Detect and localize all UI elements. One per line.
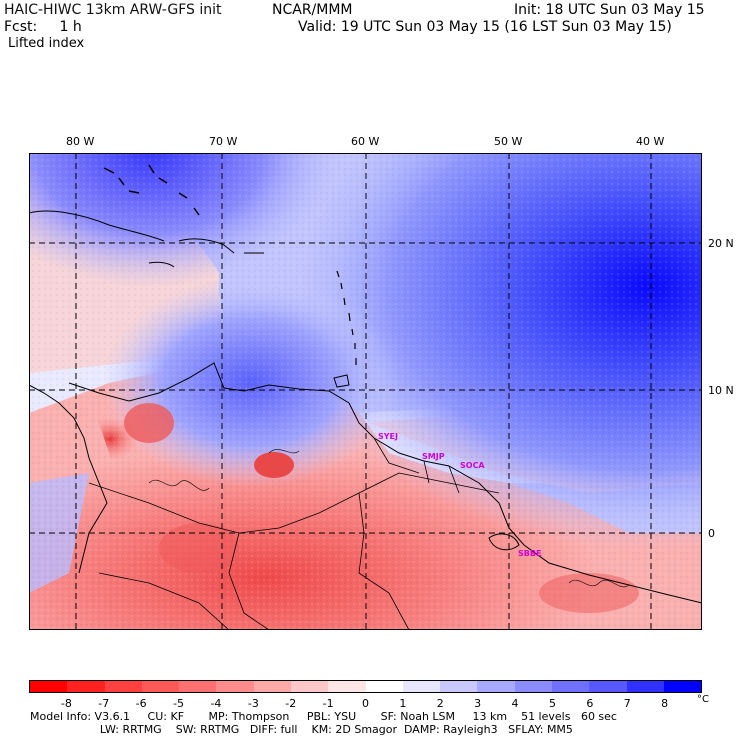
colorbar-swatch bbox=[216, 681, 254, 692]
colorbar-tick-label: 5 bbox=[548, 697, 556, 710]
colorbar-swatch bbox=[30, 681, 68, 692]
colorbar-swatch bbox=[477, 681, 515, 692]
station-label-smjp: SMJP bbox=[422, 452, 445, 461]
colorbar-tick-label: -2 bbox=[285, 697, 297, 710]
lon-label-50w: 50 W bbox=[494, 135, 523, 148]
colorbar-tick-label: 1 bbox=[399, 697, 407, 710]
colorbar-tick-label: -8 bbox=[60, 697, 72, 710]
colorbar-tick-label: -3 bbox=[247, 697, 259, 710]
model-info-line2: LW: RRTMG SW: RRTMG DIFF: full KM: 2D Sm… bbox=[30, 723, 573, 736]
model-title: HAIC-HIWC 13km ARW-GFS init bbox=[4, 2, 222, 18]
colorbar-swatch bbox=[365, 681, 403, 692]
colorbar-tick-label: -7 bbox=[98, 697, 110, 710]
lat-label-0: 0 bbox=[708, 527, 715, 540]
colorbar-tick-label: 0 bbox=[362, 697, 369, 710]
station-label-sbbe: SBBE bbox=[518, 549, 542, 558]
station-label-syej: SYEJ bbox=[378, 432, 398, 441]
colorbar bbox=[29, 680, 702, 693]
colorbar-tick-label: 8 bbox=[661, 697, 669, 710]
colorbar-swatch bbox=[141, 681, 180, 692]
lat-label-10n: 10 N bbox=[708, 384, 734, 397]
colorbar-unit: °C bbox=[697, 694, 709, 705]
forecast-hour: Fcst: 1 h bbox=[4, 19, 82, 35]
colorbar-swatch bbox=[589, 681, 627, 692]
field-name: Lifted index bbox=[8, 36, 85, 51]
colorbar-swatch bbox=[514, 681, 552, 692]
colorbar-tick-label: -4 bbox=[210, 697, 222, 710]
colorbar-swatch bbox=[440, 681, 478, 692]
colorbar-tick-label: 2 bbox=[436, 697, 444, 710]
colorbar-tick-label: -1 bbox=[322, 697, 334, 710]
lifted-index-map bbox=[29, 153, 702, 630]
valid-time: Valid: 19 UTC Sun 03 May 15 (16 LST Sun … bbox=[298, 19, 672, 35]
colorbar-swatch bbox=[104, 681, 142, 692]
lon-label-70w: 70 W bbox=[209, 135, 238, 148]
colorbar-swatch bbox=[402, 681, 441, 692]
lon-label-40w: 40 W bbox=[636, 135, 665, 148]
lon-label-60w: 60 W bbox=[351, 135, 380, 148]
colorbar-swatch bbox=[253, 681, 291, 692]
colorbar-tick-label: -6 bbox=[135, 697, 147, 710]
station-label-soca: SOCA bbox=[460, 461, 485, 470]
lat-label-20n: 20 N bbox=[708, 237, 734, 250]
colorbar-swatch bbox=[328, 681, 366, 692]
model-info-line1: Model Info: V3.6.1 CU: KF MP: Thompson P… bbox=[30, 710, 617, 723]
colorbar-swatch bbox=[67, 681, 105, 692]
colorbar-swatch bbox=[179, 681, 217, 692]
map-panel[interactable] bbox=[29, 153, 702, 630]
colorbar-tick-label: 3 bbox=[474, 697, 482, 710]
colorbar-swatch bbox=[663, 681, 702, 692]
init-time: Init: 18 UTC Sun 03 May 15 bbox=[514, 2, 705, 18]
org-label: NCAR/MMM bbox=[272, 2, 353, 18]
lon-label-80w: 80 W bbox=[66, 135, 95, 148]
colorbar-tick-label: 7 bbox=[623, 697, 631, 710]
colorbar-tick-label: -5 bbox=[173, 697, 185, 710]
colorbar-swatch bbox=[290, 681, 329, 692]
colorbar-tick-label: 6 bbox=[586, 697, 594, 710]
colorbar-swatch bbox=[626, 681, 664, 692]
colorbar-swatch bbox=[551, 681, 590, 692]
colorbar-tick-label: 4 bbox=[511, 697, 519, 710]
